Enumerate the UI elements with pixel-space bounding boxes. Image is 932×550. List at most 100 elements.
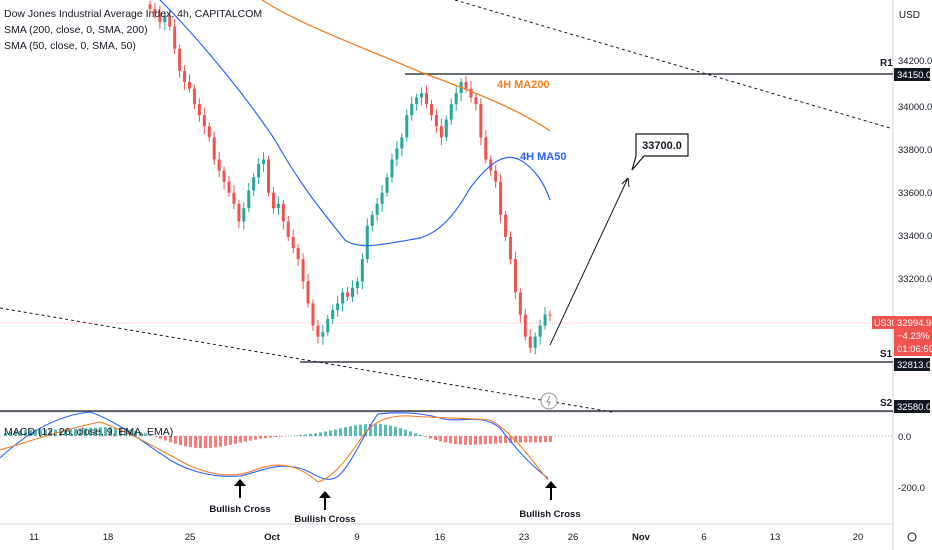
- macd-tick: 0.0: [898, 432, 911, 443]
- macd-bar: [444, 436, 447, 443]
- candle-body: [543, 314, 547, 326]
- macd-bar: [519, 436, 522, 443]
- macd-bar: [409, 431, 412, 436]
- macd-bar: [209, 436, 212, 448]
- macd-bar: [274, 436, 277, 438]
- candle-body: [420, 93, 424, 98]
- candle-body: [538, 325, 542, 337]
- candle-body: [504, 214, 508, 238]
- macd-bar: [259, 436, 262, 439]
- last-price-value: 32994.9: [897, 318, 931, 329]
- macd-bar: [414, 433, 417, 436]
- macd-bar: [224, 436, 227, 446]
- macd-bar: [389, 425, 392, 436]
- macd-bar: [344, 427, 347, 436]
- macd-bar: [324, 431, 327, 436]
- macd-bar: [404, 429, 407, 436]
- candle-body: [415, 97, 419, 105]
- candle-body: [523, 314, 527, 337]
- candle-body: [306, 281, 310, 304]
- macd-bar: [104, 427, 107, 436]
- macd-bar: [399, 428, 402, 436]
- candle-body: [405, 115, 409, 138]
- macd-bar: [49, 429, 52, 436]
- arrow-up-icon: [319, 491, 331, 510]
- macd-bar: [29, 429, 32, 436]
- macd-bar: [179, 436, 182, 446]
- macd-bar: [189, 436, 192, 448]
- macd-bar: [424, 436, 427, 437]
- candle-body: [464, 81, 468, 89]
- candle-body: [301, 259, 305, 282]
- gear-icon[interactable]: [907, 532, 917, 542]
- macd-bar: [319, 432, 322, 436]
- macd-bar: [334, 429, 337, 436]
- arrow-up-icon: [545, 481, 557, 500]
- s2-badge: [894, 400, 930, 413]
- legend: Dow Jones Industrial Average Index, 4h, …: [4, 6, 262, 54]
- time-tick: 25: [185, 532, 196, 543]
- candle-body: [232, 192, 236, 204]
- candle-body: [375, 203, 379, 215]
- time-tick: 13: [770, 532, 781, 543]
- macd-bar: [34, 429, 37, 436]
- macd-bar: [459, 436, 462, 445]
- bolt-icon: [546, 395, 551, 407]
- candle-body: [469, 88, 473, 98]
- candle-body: [479, 104, 483, 138]
- macd-bar: [214, 436, 217, 448]
- candle-body: [513, 259, 517, 293]
- candle-body: [355, 281, 359, 288]
- macd-bar: [59, 429, 62, 436]
- candle-body: [276, 203, 280, 209]
- candle-body: [173, 26, 177, 49]
- macd-bar: [514, 436, 517, 443]
- macd-bar: [299, 435, 302, 436]
- price-tick: 33200.0: [898, 274, 932, 285]
- time-ticks: 11 18 25 Oct 9 16 23 26 Nov 6 13 20: [29, 532, 863, 543]
- macd-bar: [24, 430, 27, 436]
- candle-body: [508, 237, 512, 260]
- candle-body: [449, 104, 453, 120]
- candle-body: [153, 8, 157, 14]
- r1-label: R1: [880, 58, 893, 69]
- bullish-cross-label-3: Bullish Cross: [519, 509, 580, 520]
- macd-bar: [234, 436, 237, 444]
- candle-body: [237, 203, 241, 222]
- candle-body: [380, 192, 384, 204]
- candle-body: [518, 292, 522, 315]
- candle-body: [197, 104, 201, 116]
- candle-body: [346, 292, 350, 297]
- macd-bar: [204, 436, 207, 449]
- candle-body: [350, 287, 354, 297]
- macd-bar: [309, 433, 312, 436]
- time-tick: 11: [29, 532, 39, 543]
- candle-body: [425, 93, 429, 105]
- macd-bar: [54, 429, 57, 436]
- candles-group: [148, 0, 552, 355]
- macd-bar: [384, 424, 387, 436]
- macd-bar: [479, 436, 482, 445]
- macd-bar: [329, 430, 332, 436]
- legend-sma200: SMA (200, close, 0, SMA, 200): [4, 24, 148, 36]
- candle-body: [183, 70, 187, 82]
- bullish-cross-label-2: Bullish Cross: [294, 514, 355, 525]
- macd-bar: [469, 436, 472, 445]
- macd-bar: [509, 436, 512, 443]
- macd-bar: [94, 427, 97, 436]
- s1-badge-value: 32813.0: [897, 360, 931, 371]
- price-tick: 34000.0: [898, 102, 932, 113]
- macd-bar: [449, 436, 452, 444]
- s1-label: S1: [880, 349, 893, 360]
- macd-bar: [304, 434, 307, 436]
- replay-icon[interactable]: [540, 392, 558, 410]
- macd-legend: MACD (12, 26, close, 9, EMA, EMA): [4, 426, 174, 438]
- macd-bar: [169, 436, 172, 443]
- macd-bar: [119, 427, 122, 436]
- ma50-label: 4H MA50: [520, 151, 566, 163]
- macd-bar: [74, 428, 77, 436]
- r1-badge-value: 34150.0: [897, 70, 931, 81]
- macd-bar: [314, 433, 317, 436]
- macd-bar: [499, 436, 502, 444]
- macd-tick: -200.0: [898, 483, 925, 494]
